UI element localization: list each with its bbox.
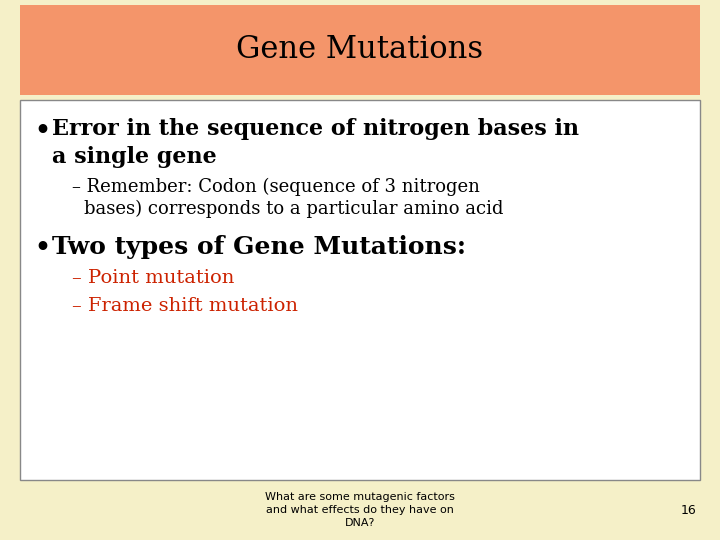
Text: bases) corresponds to a particular amino acid: bases) corresponds to a particular amino… bbox=[84, 200, 503, 218]
Text: a single gene: a single gene bbox=[52, 146, 217, 168]
Text: 16: 16 bbox=[680, 503, 696, 516]
Text: Error in the sequence of nitrogen bases in: Error in the sequence of nitrogen bases … bbox=[52, 118, 579, 140]
FancyBboxPatch shape bbox=[20, 5, 700, 95]
Text: – Remember: Codon (sequence of 3 nitrogen: – Remember: Codon (sequence of 3 nitroge… bbox=[72, 178, 480, 196]
Text: Gene Mutations: Gene Mutations bbox=[236, 35, 484, 65]
Text: •: • bbox=[34, 235, 50, 259]
FancyBboxPatch shape bbox=[20, 100, 700, 480]
Text: •: • bbox=[34, 118, 50, 142]
Text: Two types of Gene Mutations:: Two types of Gene Mutations: bbox=[52, 235, 466, 259]
Text: – Point mutation: – Point mutation bbox=[72, 269, 235, 287]
Text: What are some mutagenic factors
and what effects do they have on
DNA?: What are some mutagenic factors and what… bbox=[265, 492, 455, 528]
Text: – Frame shift mutation: – Frame shift mutation bbox=[72, 297, 298, 315]
